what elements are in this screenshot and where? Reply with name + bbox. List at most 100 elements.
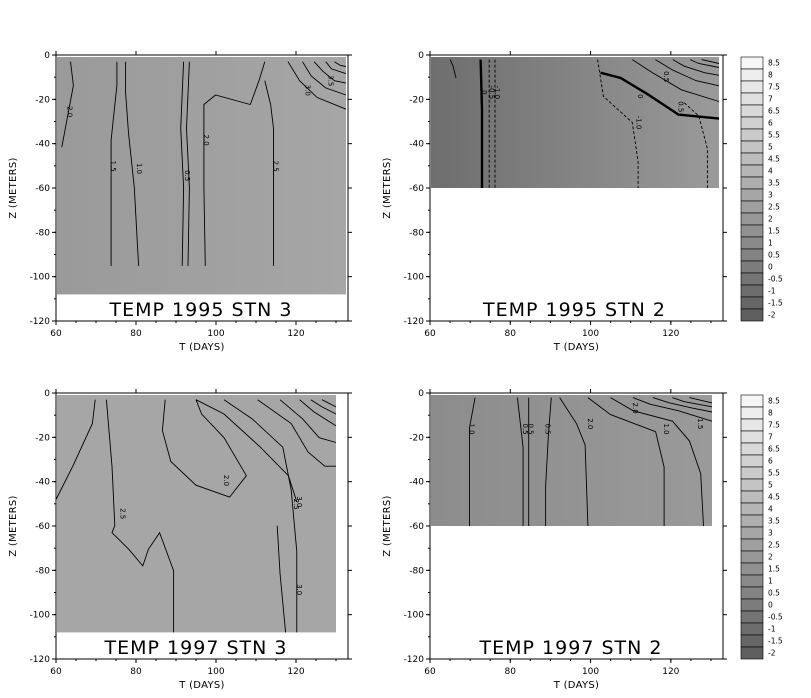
colorbar-label: 7	[768, 95, 773, 104]
contour-label: 0.5	[521, 423, 529, 434]
x-axis-label: T (DAYS)	[553, 680, 600, 691]
colorbar-swatch	[740, 212, 764, 226]
y-tick-label: -40	[35, 140, 50, 150]
colorbar-swatch	[740, 394, 764, 408]
colorbar-label: 7	[768, 433, 773, 442]
panel-title: TEMP 1997 STN 2	[479, 637, 663, 659]
colorbar-swatch	[740, 538, 764, 552]
colorbar-label: 2	[768, 553, 773, 562]
contour-line	[125, 61, 140, 266]
colorbar-label: 2.5	[768, 541, 780, 550]
colorbar-label: -0.5	[768, 613, 783, 622]
colorbar-label: 0.5	[768, 251, 780, 260]
y-tick-label: -60	[409, 184, 424, 194]
colorbar-swatch	[740, 80, 764, 94]
contour-label: 0	[480, 90, 488, 94]
x-tick-label: 120	[287, 667, 304, 677]
y-tick-label: -120	[30, 317, 51, 327]
colorbar-swatch	[740, 574, 764, 588]
contour-line	[61, 61, 74, 148]
y-axis-label: Z (METERS)	[8, 157, 19, 219]
colorbar-label: 1.5	[768, 565, 780, 574]
contour-line	[610, 397, 704, 527]
panel-title: TEMP 1995 STN 3	[109, 299, 293, 321]
y-tick-label: 0	[418, 389, 424, 399]
x-tick-label: 80	[505, 329, 517, 339]
y-tick-label: -60	[409, 522, 424, 532]
colorbar-label: 4	[768, 167, 773, 176]
x-tick-label: 80	[130, 667, 142, 677]
colorbar-swatch	[740, 140, 764, 154]
contour-label: 2.5	[118, 508, 126, 519]
colorbar-swatch	[740, 272, 764, 286]
contour-label: 2.5	[272, 161, 280, 172]
contour-label: 1.5	[109, 161, 117, 172]
colorbar-label: 4	[768, 505, 773, 514]
contour-label: -0.5	[487, 86, 495, 100]
contour-line	[672, 397, 713, 408]
contour-line	[632, 59, 720, 102]
colorbar-label: -1	[768, 625, 776, 634]
colorbar-swatch	[740, 224, 764, 238]
contour-label: 3.5	[327, 75, 335, 86]
colorbar-label: 7.5	[768, 421, 780, 430]
contour-line	[203, 61, 266, 266]
y-tick-label: -80	[35, 566, 50, 576]
contour-line	[587, 397, 665, 526]
contour-line	[655, 59, 720, 87]
colorbar-swatch	[740, 586, 764, 600]
panel-title: TEMP 1995 STN 2	[482, 299, 666, 321]
colorbar-swatch	[740, 260, 764, 274]
colorbar-label: 8.5	[768, 397, 780, 406]
colorbar-label: 1	[768, 577, 773, 586]
colorbar-label: -0.5	[768, 275, 783, 284]
y-tick-label: -80	[409, 566, 424, 576]
contour-label: 0.5	[662, 71, 670, 82]
y-tick-label: -60	[35, 184, 50, 194]
colorbar-swatch	[740, 490, 764, 504]
colorbar-swatch	[740, 152, 764, 166]
x-tick-label: 60	[424, 667, 436, 677]
colorbar-label: 2	[768, 215, 773, 224]
y-tick-label: -80	[35, 228, 50, 238]
contour-line	[264, 80, 274, 266]
x-axis-label: T (DAYS)	[178, 680, 225, 691]
colorbar-label: -2	[768, 649, 776, 658]
colorbar-swatch	[740, 610, 764, 624]
contour-label: 0.5	[677, 101, 685, 112]
colorbar-label: 6	[768, 457, 773, 466]
contour-line	[672, 59, 720, 76]
colorbar-swatch	[740, 634, 764, 648]
y-tick-label: 0	[44, 389, 50, 399]
colorbar-swatch	[740, 68, 764, 82]
x-tick-label: 60	[50, 329, 62, 339]
x-tick-label: 60	[424, 329, 436, 339]
x-tick-label: 120	[662, 667, 679, 677]
contour-label: -1.0	[493, 86, 501, 100]
contour-line	[310, 399, 337, 415]
y-tick-label: -100	[30, 611, 51, 621]
colorbar-label: 7.5	[768, 83, 780, 92]
colorbar-label: 5.5	[768, 131, 780, 140]
colorbar-label: 5	[768, 143, 773, 152]
colorbar-label: 0	[768, 263, 773, 272]
colorbar-label: 3.5	[768, 179, 780, 188]
colorbar-swatch	[740, 502, 764, 516]
contour-line	[632, 397, 713, 422]
contour-label: 2.0	[222, 475, 230, 486]
contour-label: 1.0	[135, 163, 143, 174]
contour-label: 3.0	[303, 85, 311, 96]
y-tick-label: -120	[404, 655, 425, 665]
contour-label: 0.5	[527, 423, 535, 434]
y-axis-label: Z (METERS)	[382, 495, 393, 557]
contour-line	[180, 61, 185, 266]
contour-line	[223, 399, 298, 633]
colorbar-label: -1	[768, 287, 776, 296]
panel-temp-1995-stn-2: 0 -0.5-1.0-1.000.50.50-20-40-60-80-100-12…	[382, 51, 727, 353]
colorbar-label: 5	[768, 481, 773, 490]
colorbar-bottom: 8.5 8 7.5 7 6.5 6 5.5 5 4.5 4 3.5 3 2.5 2 1.5 1 0.5 0 -0.5…	[740, 394, 783, 660]
y-tick-label: -100	[404, 273, 425, 283]
x-tick-label: 120	[287, 329, 304, 339]
y-tick-label: -120	[404, 317, 425, 327]
